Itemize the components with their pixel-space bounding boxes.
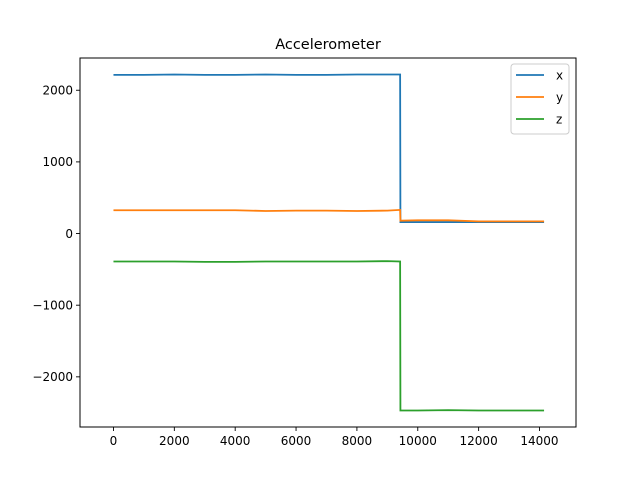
x-tick-label: 10000 (399, 434, 437, 448)
plot-lines (113, 73, 545, 412)
y-tick-label: −1000 (32, 298, 73, 312)
series-line-y (113, 208, 545, 223)
series-line-x (113, 73, 545, 223)
y-tick-label: 2000 (42, 84, 73, 98)
x-tick-label: 4000 (220, 434, 251, 448)
chart-title: Accelerometer (275, 37, 381, 53)
x-tick-label: 8000 (342, 434, 373, 448)
x-tick-label: 6000 (281, 434, 312, 448)
y-axis: −2000 −1000 0 1000 2000 (32, 84, 80, 384)
series-line-z (113, 260, 545, 412)
x-tick-label: 0 (110, 434, 118, 448)
plot-frame (79, 57, 577, 428)
legend-label-y: y (556, 90, 563, 104)
y-tick-label: 0 (65, 227, 73, 241)
legend-box (510, 63, 570, 135)
x-tick-label: 2000 (159, 434, 190, 448)
x-tick-label: 12000 (460, 434, 498, 448)
x-tick-label: 14000 (520, 434, 558, 448)
legend-label-z: z (556, 112, 562, 126)
legend: xyz (510, 63, 570, 135)
y-tick-label: 1000 (42, 155, 73, 169)
y-tick-label: −2000 (32, 370, 73, 384)
legend-label-x: x (556, 68, 563, 82)
x-axis: 0 2000 4000 6000 8000 10000 12000 14000 (110, 427, 559, 448)
